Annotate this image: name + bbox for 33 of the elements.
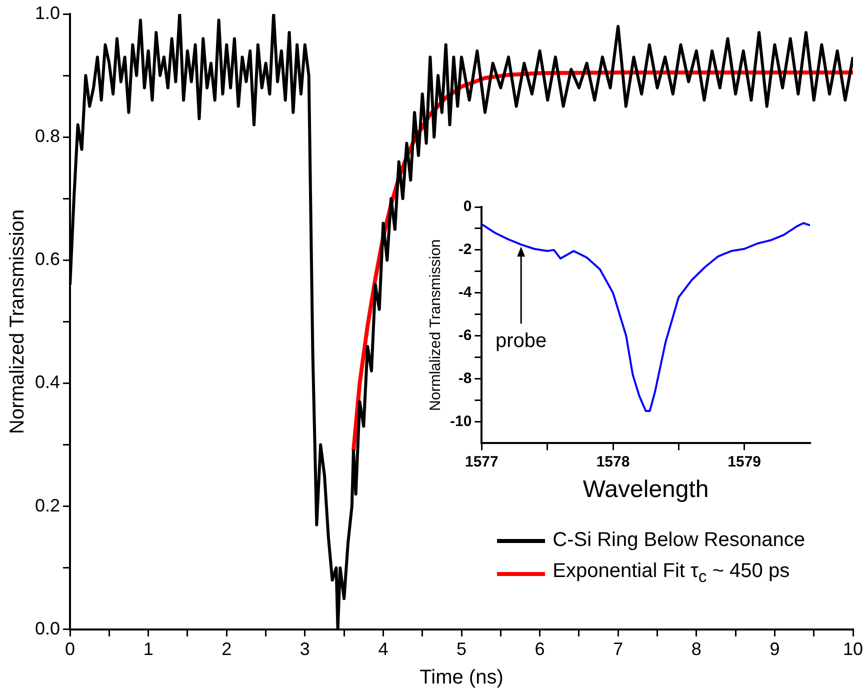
x-tick-label: 3 bbox=[300, 639, 310, 660]
x-axis-title: Wavelength bbox=[582, 476, 709, 504]
x-axis-title: Time (ns) bbox=[420, 666, 504, 689]
y-tick-label: 0.0 bbox=[34, 618, 60, 638]
y-tick-label: 1.0 bbox=[34, 2, 60, 23]
y-tick-label: 0.4 bbox=[34, 372, 60, 392]
x-tick-label: 4 bbox=[378, 639, 388, 660]
y-tick-label: 0.6 bbox=[34, 249, 60, 270]
x-tick-label: 5 bbox=[456, 639, 467, 660]
legend-label: Exponential Fit τ$_{c}$ ~ 450 ps bbox=[552, 560, 790, 587]
x-tick-label: 7 bbox=[613, 639, 624, 660]
x-tick-label: 6 bbox=[534, 639, 545, 660]
y-tick-label: 0.2 bbox=[34, 495, 60, 516]
y-tick-label: 0.8 bbox=[34, 126, 60, 146]
x-tick-label: 1577 bbox=[464, 453, 498, 470]
x-tick-label: 1578 bbox=[596, 453, 630, 470]
y-tick-label: -8 bbox=[458, 370, 472, 387]
y-tick-label: -6 bbox=[458, 326, 472, 344]
y-tick-label: 0 bbox=[463, 198, 472, 216]
y-axis-title: Normalized Transmission bbox=[6, 209, 29, 434]
x-tick-label: 2 bbox=[222, 639, 232, 660]
y-tick-label: -4 bbox=[458, 284, 472, 302]
x-tick-label: 1579 bbox=[728, 453, 762, 470]
legend-label: C-Si Ring Below Resonance bbox=[552, 529, 805, 552]
y-axis-title: Normlalized Transmission bbox=[427, 239, 444, 411]
x-tick-label: 8 bbox=[691, 639, 702, 660]
annotation: probe bbox=[496, 330, 547, 352]
x-tick-label: 9 bbox=[770, 639, 780, 660]
x-tick-label: 0 bbox=[65, 639, 76, 660]
y-tick-label: -2 bbox=[458, 241, 472, 258]
y-tick-label: -10 bbox=[450, 412, 472, 430]
x-tick-label: 1 bbox=[143, 639, 154, 660]
x-tick-label: 10 bbox=[842, 639, 864, 660]
